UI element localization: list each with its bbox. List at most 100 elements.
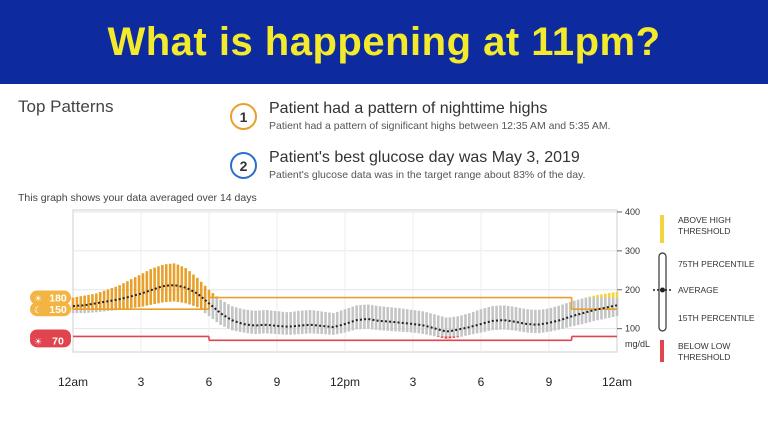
y-tick-label: 300 [625,246,640,256]
pattern-number-badge: 1 [230,103,257,130]
percentile-column [475,310,479,334]
y-tick-label: 200 [625,285,640,295]
percentile-column [569,301,572,327]
percentile-column [203,309,207,314]
percentile-column [429,313,432,336]
above-high-column [106,289,110,310]
threshold-badge-label: 70 [52,335,64,347]
percentile-column [491,306,494,331]
above-high-column [71,297,75,310]
x-tick-label: 12pm [330,375,360,389]
y-tick-label: 100 [625,324,640,334]
percentile-column [335,311,339,335]
percentile-column [293,311,296,335]
percentile-column [95,309,98,313]
percentile-column [324,311,327,335]
above-high-column [75,296,79,310]
x-tick-label: 12am [602,375,632,389]
percentile-column [448,317,452,339]
percentile-column [495,305,498,330]
legend-average-dot [660,287,665,293]
percentile-column [417,310,421,334]
x-tick-label: 3 [410,375,417,389]
percentile-column [572,300,576,326]
percentile-column [83,309,86,314]
above-high-column [129,279,133,309]
percentile-column [363,304,366,329]
percentile-column [234,307,238,332]
percentile-column [499,305,502,330]
pattern-item-1: 1 Patient had a pattern of nighttime hig… [230,100,610,132]
x-tick-label: 9 [274,375,281,389]
above-high-column [87,294,90,310]
percentile-column [553,306,557,331]
y-axis-unit-label: mg/dL [625,339,650,349]
above-high-column [102,290,106,310]
moon-icon: ☾ [34,306,42,316]
percentile-column [297,310,300,335]
grid-layer [72,209,618,353]
above-high-column [184,268,187,304]
above-high-column [592,295,595,298]
above-high-column [172,263,176,302]
percentile-column [510,306,514,331]
threshold-badge-bg [30,333,71,348]
below-low-column [452,336,456,338]
percentile-column [254,310,257,335]
percentile-column [231,306,234,331]
below-low-column [456,336,459,338]
average-line [72,284,618,333]
above-high-column [596,295,599,298]
percentile-column [503,305,506,330]
percentile-column [378,306,382,331]
percentile-column [332,313,335,335]
x-tick-label: 12am [58,375,88,389]
percentile-column [374,305,378,330]
percentile-column [584,297,588,324]
percentile-column [405,309,409,333]
percentile-column [464,314,467,336]
legend-below-low-label: THRESHOLD [678,352,730,362]
percentile-column [561,304,564,329]
banner-title: What is happening at 11pm? [107,19,661,64]
graph-caption: This graph shows your data averaged over… [18,192,257,204]
y-tick-label: 400 [625,207,640,217]
above-high-column [98,292,102,310]
legend-below-low-swatch [660,340,664,362]
percentile-column [518,307,522,332]
percentile-column [238,308,242,332]
percentile-column [394,307,397,332]
threshold-layer: ☀180☾150☾80☀70 [30,290,617,348]
percentile-column [545,308,549,333]
percentile-column [320,311,323,335]
percentile-column [75,309,79,314]
percentile-column [530,309,533,333]
above-high-column [615,291,619,298]
percentile-column [277,311,281,335]
percentile-column [79,309,83,314]
percentile-column [312,310,316,334]
title-banner: What is happening at 11pm? [0,0,768,84]
above-high-column [153,267,156,305]
legend-above-high-label: ABOVE HIGH [678,215,731,225]
percentile-column [576,299,580,325]
above-high-column [164,264,168,303]
percentile-column [537,309,541,334]
above-high-column [126,281,129,309]
percentile-column [440,316,444,338]
percentile-column [269,310,273,334]
pattern-detail: Patient's glucose data was in the target… [269,169,586,181]
percentile-column [289,312,292,335]
percentile-column [611,297,615,318]
pattern-detail: Patient had a pattern of significant hig… [269,120,611,132]
sun-icon: ☀ [34,337,42,347]
legend-average-label: AVERAGE [678,285,719,295]
percentile-column [215,297,219,323]
percentile-column [359,305,362,330]
average-line-layer [72,284,618,333]
above-high-column [188,271,191,305]
above-high-column [211,293,215,298]
above-high-column [145,271,149,306]
pattern-headline: Patient had a pattern of nighttime highs [269,100,548,117]
